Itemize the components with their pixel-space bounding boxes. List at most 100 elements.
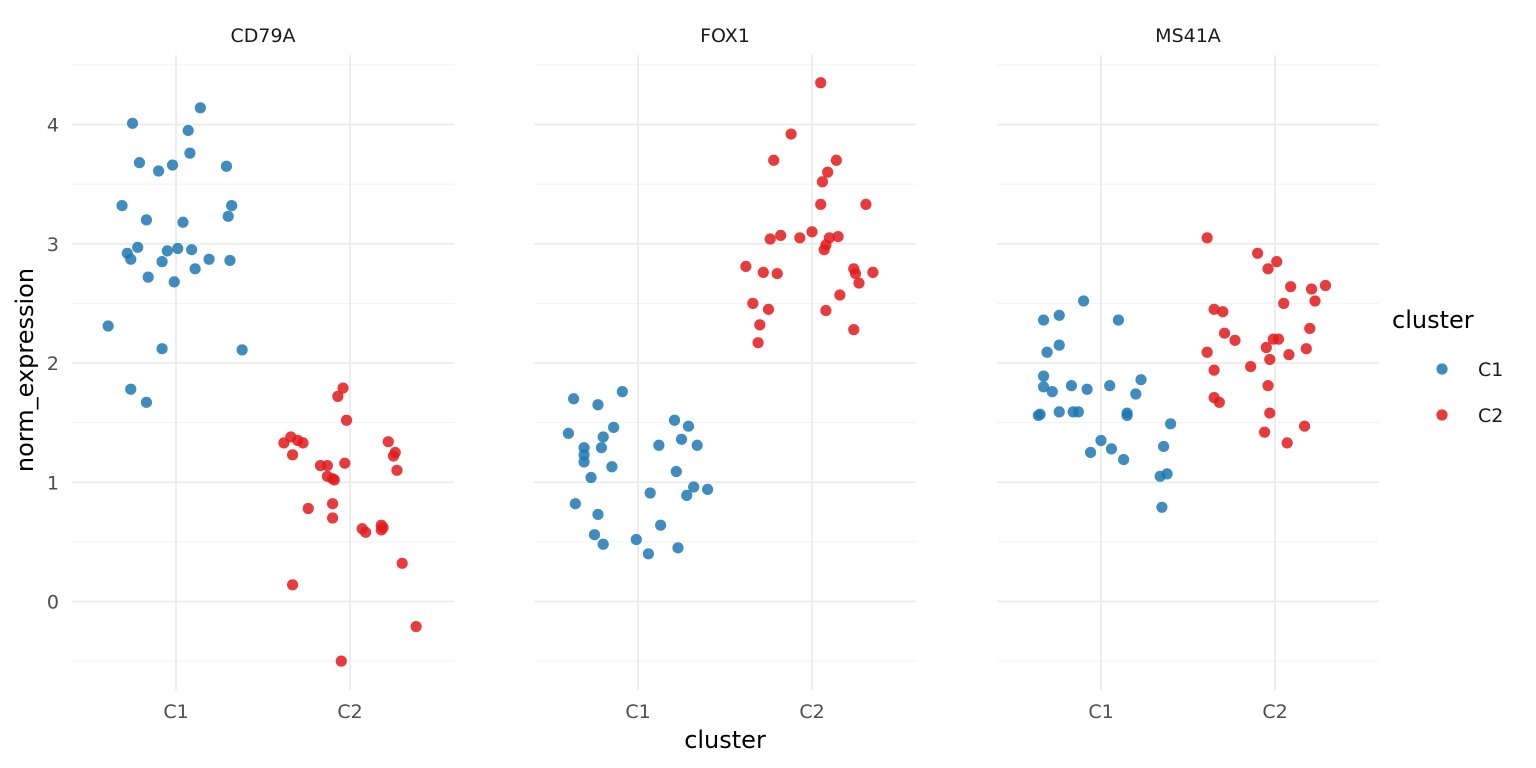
- data-point: [1078, 295, 1090, 307]
- data-point: [377, 521, 389, 534]
- data-point: [328, 474, 340, 486]
- data-point: [391, 464, 403, 476]
- data-point: [125, 383, 137, 395]
- data-point: [332, 390, 344, 402]
- series-c2: [1201, 232, 1332, 449]
- series-c1: [1032, 295, 1177, 513]
- data-point: [616, 386, 628, 398]
- data-point: [1053, 309, 1065, 321]
- data-point: [672, 542, 684, 554]
- x-tick-label: C2: [799, 701, 824, 723]
- data-point: [754, 319, 766, 331]
- data-point: [337, 382, 349, 394]
- data-point: [757, 266, 769, 278]
- data-point: [203, 253, 215, 265]
- data-point: [1034, 408, 1046, 420]
- data-point: [682, 420, 695, 432]
- data-point: [860, 198, 872, 210]
- data-point: [1260, 341, 1272, 354]
- data-point: [1041, 346, 1053, 358]
- data-point: [806, 226, 818, 238]
- data-point: [140, 214, 153, 226]
- data-point: [156, 256, 168, 268]
- data-point: [834, 289, 846, 301]
- panel-title: CD79A: [230, 25, 295, 47]
- data-point: [595, 442, 608, 454]
- panel-cd79a: CD79A C1 C2: [72, 25, 454, 723]
- data-point: [681, 489, 693, 501]
- data-point: [675, 433, 688, 445]
- data-point: [1130, 388, 1142, 400]
- data-point: [644, 487, 656, 499]
- data-point: [820, 304, 832, 317]
- legend: cluster C1 C2: [1392, 306, 1503, 427]
- data-point: [1262, 380, 1274, 392]
- data-point: [1081, 383, 1093, 395]
- data-point: [186, 244, 198, 256]
- legend-label: C1: [1478, 359, 1503, 381]
- x-tick-label: C1: [163, 701, 188, 723]
- data-point: [102, 320, 114, 332]
- data-point: [286, 579, 299, 591]
- data-point: [1161, 468, 1173, 480]
- data-point: [396, 557, 408, 569]
- data-point: [236, 344, 248, 356]
- data-point: [1272, 333, 1285, 345]
- data-point: [177, 216, 189, 228]
- data-point: [1258, 426, 1271, 438]
- data-point: [1105, 443, 1118, 455]
- data-point: [226, 199, 238, 212]
- data-point: [702, 483, 714, 496]
- data-point: [1262, 263, 1274, 275]
- data-point: [340, 414, 353, 426]
- data-point: [768, 154, 780, 166]
- data-point: [1165, 418, 1177, 430]
- chart-panels: CD79A C1 C2 FOX1 C1 C2 MS41A C1 C2: [72, 25, 1379, 723]
- data-point: [1104, 380, 1116, 392]
- data-point: [569, 498, 581, 510]
- data-point: [321, 459, 333, 472]
- legend-entry-c1: C1: [1436, 359, 1503, 381]
- data-point: [153, 165, 165, 177]
- data-point: [168, 276, 180, 288]
- data-point: [597, 431, 609, 443]
- data-point: [184, 147, 196, 159]
- y-tick-label: 3: [47, 234, 59, 256]
- panel-fox1: FOX1 C1 C2: [534, 25, 916, 723]
- series-c2: [278, 382, 422, 667]
- data-point: [1264, 407, 1276, 419]
- data-point: [578, 456, 590, 468]
- data-point: [642, 548, 655, 560]
- data-point: [140, 396, 153, 408]
- data-point: [166, 159, 179, 171]
- data-point: [655, 519, 667, 531]
- data-point: [327, 512, 339, 524]
- data-point: [302, 502, 314, 515]
- data-point: [161, 245, 173, 257]
- data-point: [132, 241, 144, 253]
- data-point: [156, 343, 168, 355]
- data-point: [1156, 501, 1168, 513]
- data-point: [189, 263, 201, 275]
- data-point: [794, 232, 806, 244]
- series-c1: [102, 102, 248, 408]
- legend-entry-c2: C2: [1436, 405, 1503, 427]
- data-point: [360, 526, 372, 538]
- data-point: [410, 620, 422, 633]
- data-point: [585, 471, 597, 484]
- data-point: [1053, 339, 1065, 351]
- data-point: [222, 210, 234, 222]
- data-point: [327, 498, 339, 510]
- data-point: [1112, 314, 1124, 326]
- data-point: [867, 266, 879, 278]
- data-point: [133, 157, 146, 169]
- x-axis-title: cluster: [684, 726, 766, 754]
- data-point: [1285, 281, 1297, 293]
- data-point: [630, 533, 642, 546]
- data-point: [1208, 364, 1220, 376]
- data-point: [1319, 279, 1332, 292]
- data-point: [1201, 232, 1213, 244]
- legend-title: cluster: [1392, 306, 1474, 334]
- y-tick-label: 0: [47, 592, 59, 614]
